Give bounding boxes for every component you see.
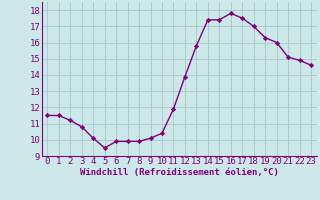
X-axis label: Windchill (Refroidissement éolien,°C): Windchill (Refroidissement éolien,°C) [80, 168, 279, 177]
